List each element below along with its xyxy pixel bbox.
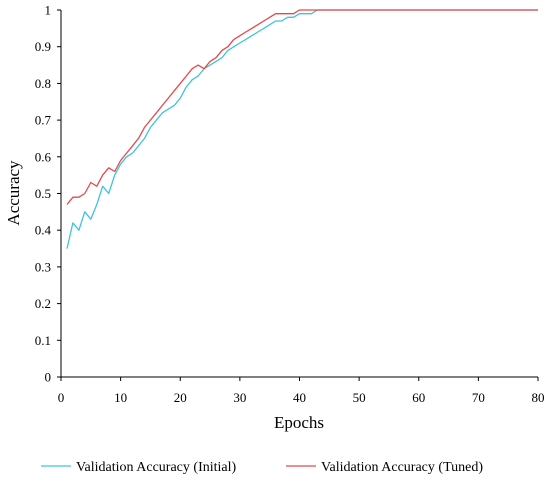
x-tick-label: 50 — [353, 390, 366, 405]
series-line-2 — [66, 9, 538, 205]
x-tick-label: 20 — [174, 390, 187, 405]
x-axis-title: Epochs — [274, 413, 324, 432]
x-axis: 0 10 20 30 40 50 60 70 80 — [58, 377, 545, 405]
y-tick-label: 0.7 — [35, 113, 52, 128]
series-lines — [66, 9, 538, 249]
y-axis: 0 0.1 0.2 0.3 0.4 0.5 0.6 0.7 0.8 0.9 1 — [35, 3, 61, 385]
y-tick-label: 0.4 — [35, 223, 52, 238]
x-tick-label: 60 — [412, 390, 425, 405]
y-tick-label: 0.6 — [35, 149, 52, 164]
y-tick-label: 1 — [45, 3, 52, 18]
y-tick-label: 0.8 — [35, 76, 51, 91]
x-tick-label: 0 — [58, 390, 65, 405]
legend: Validation Accuracy (Initial) Validation … — [41, 460, 483, 475]
y-axis-title: Accuracy — [4, 160, 23, 226]
y-tick-label: 0.9 — [35, 39, 51, 54]
y-tick-label: 0.1 — [35, 333, 51, 348]
y-tick-label: 0.2 — [35, 296, 51, 311]
legend-label-2: Validation Accuracy (Tuned) — [321, 460, 483, 475]
y-tick-label: 0 — [45, 370, 52, 385]
x-tick-label: 80 — [532, 390, 545, 405]
y-tick-label: 0.3 — [35, 259, 51, 274]
x-tick-label: 10 — [114, 390, 127, 405]
x-tick-label: 30 — [233, 390, 246, 405]
series-line-1 — [66, 9, 538, 249]
x-tick-label: 70 — [472, 390, 485, 405]
x-tick-label: 40 — [293, 390, 306, 405]
plot-area — [60, 10, 538, 378]
legend-label-1: Validation Accuracy (Initial) — [76, 460, 236, 475]
y-tick-label: 0.5 — [35, 186, 51, 201]
